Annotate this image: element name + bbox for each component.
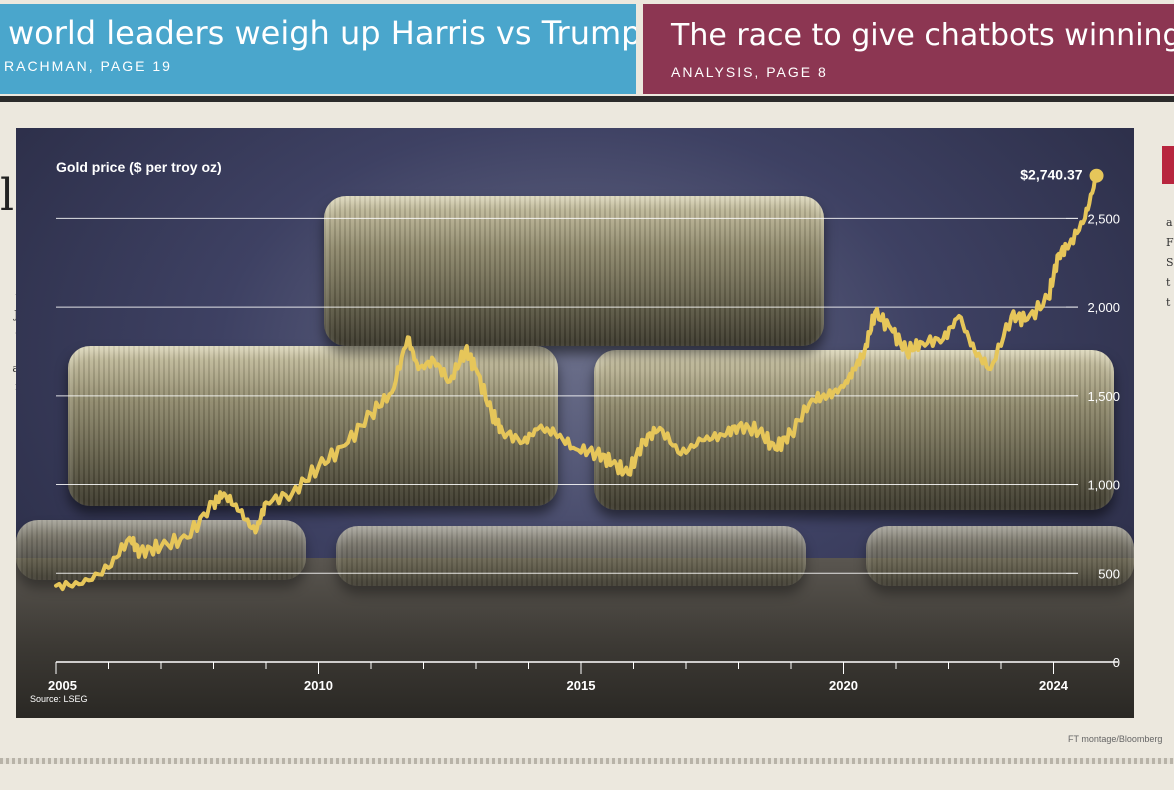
banner-headline: The race to give chatbots winning xyxy=(671,18,1174,53)
headline-banner-rachman[interactable]: world leaders weigh up Harris vs Trump R… xyxy=(0,4,636,94)
x-tick-label: 2024 xyxy=(1039,678,1069,693)
headline-banner-analysis[interactable]: The race to give chatbots winning ANALYS… xyxy=(643,4,1174,94)
source-label: Source: LSEG xyxy=(30,694,88,704)
x-tick-label: 2005 xyxy=(48,678,77,693)
gold-price-chart: 05001,0001,5002,0002,5002005201020152020… xyxy=(30,159,1120,704)
y-tick-label: 500 xyxy=(1098,566,1120,581)
banner-kicker: RACHMAN, PAGE 19 xyxy=(4,58,172,74)
gold-bar-back-right xyxy=(594,350,1114,510)
column-fragment: t xyxy=(1166,296,1171,309)
banner-headline: world leaders weigh up Harris vs Trump xyxy=(8,14,636,52)
gold-bar-front-mid xyxy=(336,526,806,586)
banner-kicker: ANALYSIS, PAGE 8 xyxy=(671,64,828,80)
photo-credit: FT montage/Bloomberg xyxy=(1068,734,1163,744)
y-tick-label: 1,500 xyxy=(1087,389,1120,404)
column-fragment: t xyxy=(1166,276,1171,289)
gold-price-line xyxy=(54,173,1099,592)
column-fragment: S xyxy=(1166,256,1174,269)
gold-bars-photo xyxy=(16,128,1134,718)
chart-title: Gold price ($ per troy oz) xyxy=(56,159,222,175)
masthead-rule xyxy=(0,96,1174,102)
x-tick-label: 2015 xyxy=(567,678,596,693)
gold-bar-front-right xyxy=(866,526,1134,586)
y-tick-label: 2,000 xyxy=(1087,300,1120,315)
page-fold xyxy=(0,758,1174,764)
y-tick-label: 2,500 xyxy=(1087,211,1120,226)
gold-bar-top xyxy=(324,196,824,346)
section-tab xyxy=(1162,146,1174,184)
y-tick-label: 1,000 xyxy=(1087,478,1120,493)
end-point-marker xyxy=(1089,168,1104,183)
column-fragment: a xyxy=(1166,216,1173,229)
column-dropcap: l xyxy=(0,170,15,221)
column-fragment: F xyxy=(1166,236,1174,249)
x-tick-label: 2020 xyxy=(829,678,858,693)
x-tick-label: 2010 xyxy=(304,678,333,693)
end-value-label: $2,740.37 xyxy=(1020,167,1082,183)
